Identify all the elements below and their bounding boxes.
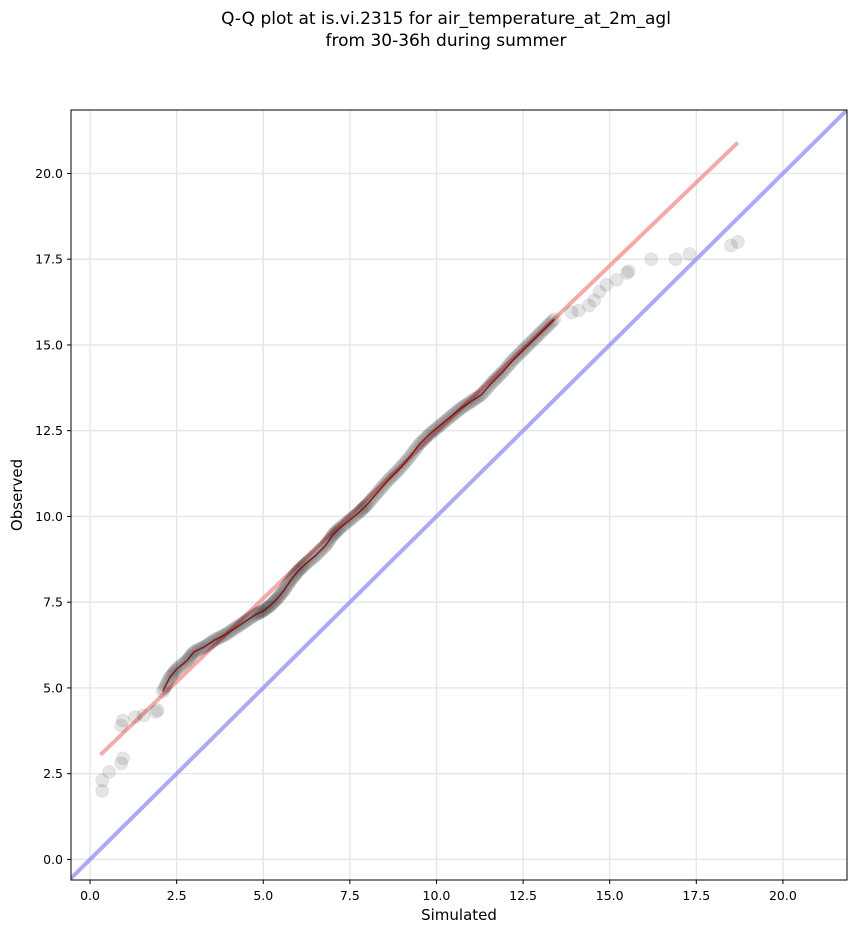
data-point bbox=[148, 704, 163, 719]
data-point bbox=[723, 238, 738, 253]
y-tick-label: 10.0 bbox=[35, 509, 63, 524]
data-point bbox=[682, 247, 697, 262]
y-tick-label: 5.0 bbox=[43, 680, 63, 695]
x-tick-label: 10.0 bbox=[423, 888, 451, 903]
y-tick-label: 2.5 bbox=[43, 766, 63, 781]
data-point bbox=[581, 298, 596, 313]
chart-title-line-1: Q-Q plot at is.vi.2315 for air_temperatu… bbox=[221, 9, 671, 29]
x-tick-label: 20.0 bbox=[769, 888, 797, 903]
axis-ticks: 0.0 2.5 5.0 7.5 10.0 12.5 15.0 17.5 20.0 0.0 2.5 5.… bbox=[35, 166, 797, 903]
data-points bbox=[95, 235, 745, 798]
grid bbox=[71, 110, 847, 880]
y-tick-label: 17.5 bbox=[35, 252, 63, 267]
y-tick-label: 7.5 bbox=[43, 595, 63, 610]
data-point bbox=[564, 305, 579, 320]
y-tick-label: 0.0 bbox=[43, 852, 63, 867]
y-tick-label: 15.0 bbox=[35, 337, 63, 352]
x-tick-label: 2.5 bbox=[167, 888, 187, 903]
dense-core-line bbox=[162, 318, 555, 692]
data-point bbox=[128, 710, 143, 725]
data-point bbox=[114, 756, 129, 771]
y-axis-label: Observed bbox=[8, 459, 26, 531]
data-point bbox=[102, 764, 117, 779]
data-point bbox=[136, 708, 151, 723]
x-tick-label: 17.5 bbox=[682, 888, 710, 903]
fit-line bbox=[99, 141, 740, 757]
y-tick-label: 20.0 bbox=[35, 166, 63, 181]
data-point bbox=[95, 773, 110, 788]
data-point bbox=[115, 751, 130, 766]
x-tick-label: 7.5 bbox=[340, 888, 360, 903]
data-point bbox=[599, 277, 614, 292]
data-point bbox=[115, 713, 130, 728]
data-point bbox=[668, 252, 683, 267]
data-point bbox=[150, 703, 165, 718]
x-tick-label: 15.0 bbox=[596, 888, 624, 903]
data-point bbox=[592, 284, 607, 299]
data-point bbox=[114, 718, 129, 733]
x-axis-label: Simulated bbox=[421, 906, 497, 924]
chart-title: Q-Q plot at is.vi.2315 for air_temperatu… bbox=[0, 8, 856, 52]
reference-lines bbox=[71, 110, 847, 880]
data-point bbox=[571, 303, 586, 318]
data-point bbox=[609, 272, 624, 287]
y-tick-label: 12.5 bbox=[35, 423, 63, 438]
x-tick-label: 12.5 bbox=[509, 888, 537, 903]
chart-title-line-2: from 30-36h during summer bbox=[325, 31, 567, 51]
data-point bbox=[621, 264, 636, 279]
identity-line bbox=[71, 110, 847, 880]
data-point bbox=[587, 293, 602, 308]
data-point bbox=[644, 252, 659, 267]
plot-frame bbox=[70, 109, 848, 881]
data-point bbox=[730, 235, 745, 250]
x-tick-label: 5.0 bbox=[253, 888, 273, 903]
x-tick-label: 0.0 bbox=[80, 888, 100, 903]
data-point bbox=[620, 265, 635, 280]
data-point bbox=[95, 783, 110, 798]
